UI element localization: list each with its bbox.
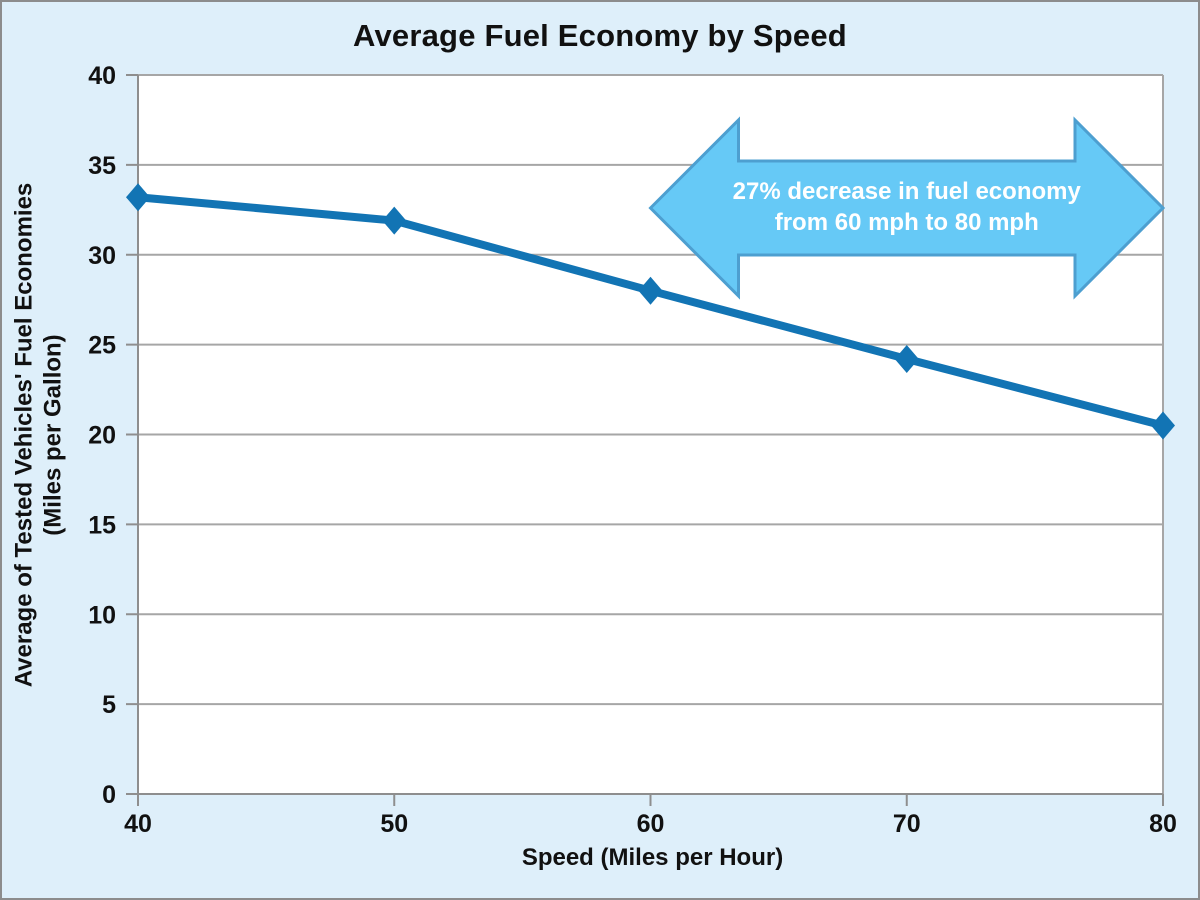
marker-diamond [126, 183, 150, 212]
y-tick-label: 25 [88, 332, 116, 360]
y-axis-title-line2: (Miles per Gallon) [39, 333, 66, 536]
x-tick-label: 60 [637, 810, 665, 838]
annotation-text-line: from 60 mph to 80 mph [775, 209, 1039, 236]
y-tick-label: 15 [88, 511, 116, 539]
y-axis-title: Average of Tested Vehicles' Fuel Economi… [4, 75, 72, 794]
marker-diamond [638, 276, 663, 305]
marker-diamond [382, 206, 407, 235]
x-tick-labels: 40 50 60 70 80 [124, 810, 1177, 838]
y-axis-title-line1: Average of Tested Vehicles' Fuel Economi… [10, 182, 37, 687]
x-axis-title: Speed (Miles per Hour) [521, 844, 784, 871]
y-tick-label: 20 [88, 422, 116, 450]
y-tick-label: 10 [88, 601, 116, 629]
y-tick-label: 0 [102, 781, 116, 809]
annotation-arrow [648, 116, 1166, 300]
y-tick-label: 30 [88, 242, 116, 270]
y-tick-label: 5 [102, 691, 116, 719]
x-tick-label: 50 [380, 810, 408, 838]
y-tick-label: 40 [88, 62, 116, 90]
chart-title: Average Fuel Economy by Speed [353, 18, 847, 53]
marker-diamond [1151, 411, 1175, 440]
y-tick-label: 35 [88, 152, 116, 180]
x-tick-label: 80 [1149, 810, 1177, 838]
annotation-text: 27% decrease in fuel economy from 60 mph … [733, 178, 1082, 236]
x-tick-label: 40 [124, 810, 152, 838]
y-tick-labels: 0 5 10 15 20 25 30 35 40 [88, 62, 116, 809]
marker-diamond [894, 345, 919, 374]
x-tick-label: 70 [893, 810, 921, 838]
data-markers [126, 183, 1175, 440]
annotation-text-line: 27% decrease in fuel economy [733, 178, 1082, 205]
